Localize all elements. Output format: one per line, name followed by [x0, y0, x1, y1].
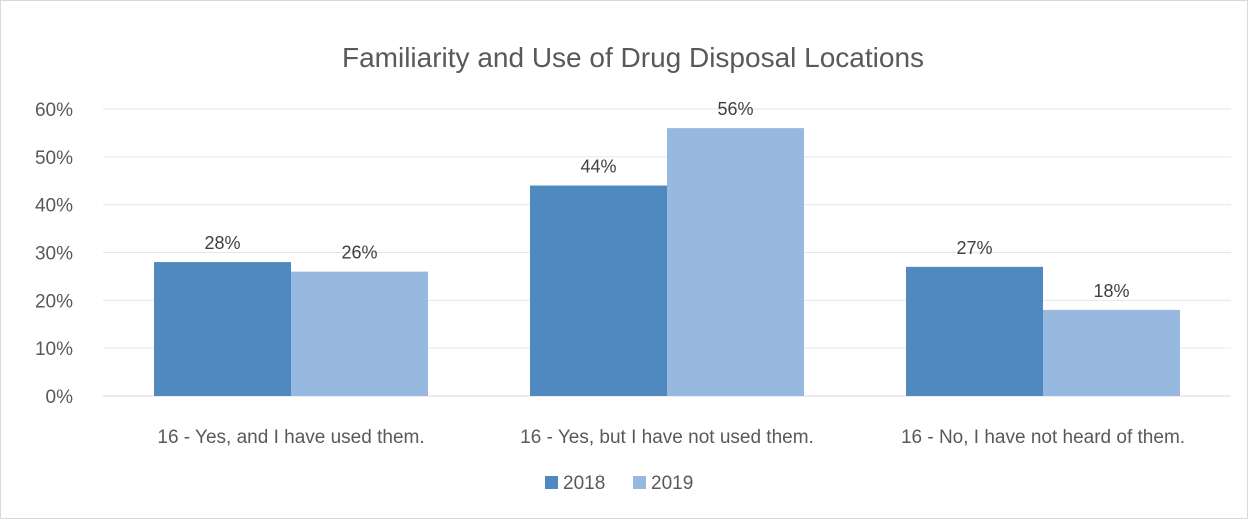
legend: 2018 2019: [545, 473, 693, 494]
x-axis: 16 - Yes, and I have used them. 16 - Yes,…: [157, 427, 1185, 448]
y-axis: 0% 10% 20% 30% 40% 50% 60%: [35, 100, 73, 408]
y-tick-label: 0%: [46, 387, 74, 408]
legend-label: 2018: [563, 473, 605, 494]
bar-2019-3: [1043, 309, 1180, 396]
bar-2018-2: [530, 185, 667, 396]
legend-label: 2019: [651, 473, 693, 494]
data-label: 18%: [1093, 281, 1129, 301]
y-tick-label: 30%: [35, 244, 73, 265]
bars: [154, 128, 1180, 396]
y-tick-label: 40%: [35, 196, 73, 217]
x-category-label: 16 - No, I have not heard of them.: [901, 427, 1185, 448]
data-label: 28%: [204, 233, 240, 253]
bar-2019-1: [291, 271, 428, 396]
bar-2018-3: [906, 266, 1043, 396]
legend-swatch-2018: [545, 476, 558, 489]
data-label: 44%: [580, 157, 616, 177]
x-category-label: 16 - Yes, but I have not used them.: [520, 427, 814, 448]
x-category-label: 16 - Yes, and I have used them.: [157, 427, 424, 448]
y-tick-label: 10%: [35, 339, 73, 360]
y-tick-label: 50%: [35, 148, 73, 169]
bar-2019-2: [667, 128, 804, 396]
data-label: 27%: [956, 238, 992, 258]
legend-swatch-2019: [633, 476, 646, 489]
bar-2018-1: [154, 262, 291, 396]
data-label: 56%: [717, 99, 753, 119]
data-labels: 28% 26% 44% 56% 27% 18%: [204, 99, 1129, 301]
chart-title: Familiarity and Use of Drug Disposal Loc…: [342, 42, 924, 73]
y-tick-label: 60%: [35, 100, 73, 121]
data-label: 26%: [341, 243, 377, 263]
y-tick-label: 20%: [35, 291, 73, 312]
